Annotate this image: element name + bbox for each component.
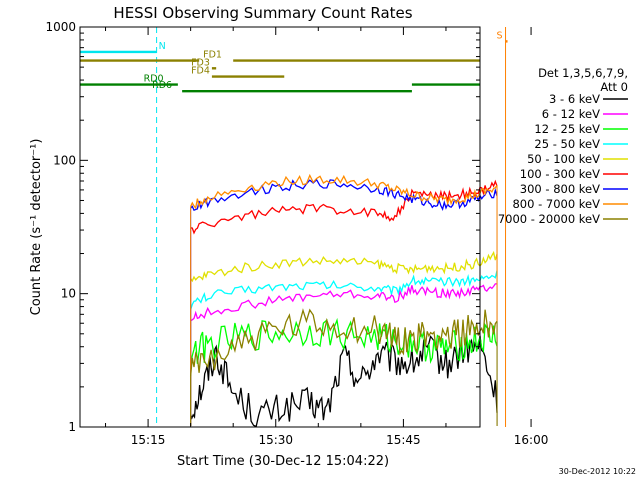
series-3-6-kev-line xyxy=(189,334,498,428)
x-tick-label: 15:30 xyxy=(258,433,293,447)
plot-timestamp: 30-Dec-2012 10:22 xyxy=(559,467,636,476)
series-7000-20000-kev-line xyxy=(189,308,498,377)
legend-label-12-25-kev: 12 - 25 keV xyxy=(534,122,600,136)
fd1-flag-label: FD1 xyxy=(203,50,222,61)
rd0-flag-label: RD0 xyxy=(144,74,164,85)
legend-label-6-12-kev: 6 - 12 keV xyxy=(542,107,600,121)
legend-label-3-6-kev: 3 - 6 keV xyxy=(549,92,600,106)
series-800-7000-kev-line xyxy=(190,173,498,210)
series-100-300-kev-line xyxy=(190,179,498,235)
series-lines xyxy=(189,173,498,428)
series-25-50-kev-line xyxy=(189,270,498,310)
series-6-12-kev-line xyxy=(190,283,498,322)
plot-frame xyxy=(79,26,481,428)
legend-label-300-800-kev: 300 - 800 keV xyxy=(520,182,600,196)
s-flag-label: S xyxy=(497,30,503,41)
y-axis-ticks: 1 10 100 1000 xyxy=(45,20,480,434)
n-flag-label: N xyxy=(159,41,166,52)
y-tick-label: 100 xyxy=(53,153,76,167)
legend-label-50-100-kev: 50 - 100 keV xyxy=(527,152,600,166)
series-50-100-kev-line xyxy=(190,250,498,283)
series-300-800-kev-line xyxy=(190,178,498,212)
x-axis-label: Start Time (30-Dec-12 15:04:22) xyxy=(177,454,389,469)
chart-title: HESSI Observing Summary Count Rates xyxy=(113,4,412,22)
fd4-flag-label: FD4 xyxy=(191,66,210,77)
legend-label-100-300-kev: 100 - 300 keV xyxy=(520,167,600,181)
y-tick-label: 10 xyxy=(61,287,76,301)
x-tick-label: 15:15 xyxy=(131,433,166,447)
legend-header: Det 1,3,5,6,7,9, xyxy=(538,66,628,80)
rd6-flag-label: RD6 xyxy=(152,80,172,91)
legend-label-800-7000-kev: 800 - 7000 keV xyxy=(512,197,600,211)
series-12-25-kev-line xyxy=(189,317,498,365)
legend-label-25-50-kev: 25 - 50 keV xyxy=(534,137,600,151)
y-tick-label: 1 xyxy=(68,420,76,434)
x-tick-label: 16:00 xyxy=(514,433,549,447)
x-tick-label: 15:45 xyxy=(386,433,421,447)
y-axis-label: Count Rate (s⁻¹ detector⁻¹) xyxy=(29,139,44,316)
legend-label-7000-20000-kev: 7000 - 20000 keV xyxy=(498,212,600,226)
legend-header: Att 0 xyxy=(600,80,628,94)
y-tick-label: 1000 xyxy=(45,20,76,34)
fd3-flag-label: FD3 xyxy=(191,57,210,68)
